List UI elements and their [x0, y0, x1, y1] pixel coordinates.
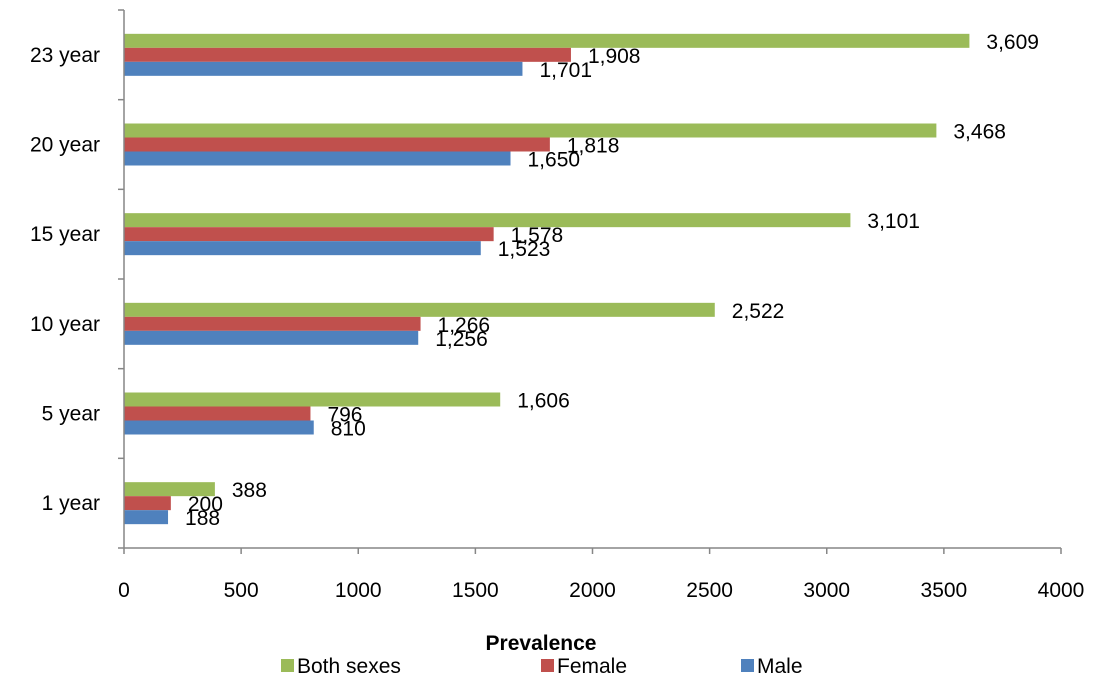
- axes-layer: [118, 9, 1062, 554]
- x-axis-title: Prevalence: [486, 632, 597, 655]
- bar-male-15-year: [124, 241, 481, 256]
- y-tick-label-15-year: 15 year: [30, 223, 100, 246]
- bar-male-10-year: [124, 330, 419, 345]
- x-tick-label-1000: 1000: [335, 579, 382, 602]
- bar-female-23-year: [124, 47, 571, 62]
- bar-both-sexes-20-year: [124, 123, 937, 138]
- x-tick-label-500: 500: [224, 579, 259, 602]
- x-tick-label-0: 0: [118, 579, 130, 602]
- bar-male-5-year: [124, 420, 314, 435]
- legend-label-male: Male: [757, 655, 803, 678]
- y-tick-label-1-year: 1 year: [42, 492, 100, 515]
- x-tick-label-1500: 1500: [452, 579, 499, 602]
- value-label-male-5-year: 810: [331, 418, 366, 441]
- value-label-female-1-year: 200: [188, 493, 223, 516]
- bar-male-20-year: [124, 151, 511, 166]
- bar-both-sexes-23-year: [124, 33, 970, 48]
- bar-both-sexes-15-year: [124, 213, 851, 228]
- bar-female-5-year: [124, 406, 311, 421]
- value-label-both-sexes-1-year: 388: [232, 479, 267, 502]
- value-label-male-20-year: 1,650: [528, 149, 581, 172]
- legend-swatch-male: [741, 659, 754, 672]
- value-label-both-sexes-10-year: 2,522: [732, 300, 785, 323]
- legend-swatch-both-sexes: [281, 659, 294, 672]
- legend-label-both-sexes: Both sexes: [297, 655, 401, 678]
- x-tick-label-4000: 4000: [1038, 579, 1085, 602]
- legend-label-female: Female: [557, 655, 627, 678]
- bar-female-20-year: [124, 137, 550, 152]
- value-label-female-5-year: 796: [327, 404, 362, 427]
- value-label-male-1-year: 188: [185, 507, 220, 530]
- value-label-female-20-year: 1,818: [567, 135, 620, 158]
- legend-swatch-female: [541, 659, 554, 672]
- bar-male-1-year: [124, 510, 169, 525]
- value-label-male-10-year: 1,256: [435, 328, 488, 351]
- bar-both-sexes-10-year: [124, 302, 715, 317]
- value-label-both-sexes-5-year: 1,606: [517, 390, 570, 413]
- value-label-male-15-year: 1,523: [498, 238, 551, 261]
- value-label-both-sexes-23-year: 3,609: [986, 31, 1039, 54]
- y-tick-label-5-year: 5 year: [42, 403, 100, 426]
- y-tick-label-23-year: 23 year: [30, 44, 100, 67]
- value-label-female-23-year: 1,908: [588, 45, 641, 68]
- bar-both-sexes-5-year: [124, 392, 501, 407]
- tick-labels-layer: 1 year 5 year 10 year 15 year 20 year 23 year…: [30, 44, 1084, 602]
- bar-female-1-year: [124, 496, 171, 511]
- y-tick-label-10-year: 10 year: [30, 313, 100, 336]
- value-label-female-10-year: 1,266: [438, 314, 491, 337]
- bar-female-15-year: [124, 227, 494, 242]
- x-tick-label-3500: 3500: [921, 579, 968, 602]
- value-label-both-sexes-15-year: 3,101: [867, 210, 920, 233]
- legend: Both sexes Female Male: [281, 655, 803, 678]
- bar-male-23-year: [124, 61, 523, 76]
- x-tick-label-2000: 2000: [569, 579, 616, 602]
- value-label-both-sexes-20-year: 3,468: [953, 121, 1006, 144]
- value-label-female-15-year: 1,578: [511, 224, 564, 247]
- x-tick-label-3000: 3000: [803, 579, 850, 602]
- value-label-male-23-year: 1,701: [539, 59, 592, 82]
- bars-layer: [124, 33, 970, 525]
- bar-both-sexes-1-year: [124, 482, 215, 497]
- y-tick-label-20-year: 20 year: [30, 134, 100, 157]
- bar-female-10-year: [124, 316, 421, 331]
- x-tick-label-2500: 2500: [686, 579, 733, 602]
